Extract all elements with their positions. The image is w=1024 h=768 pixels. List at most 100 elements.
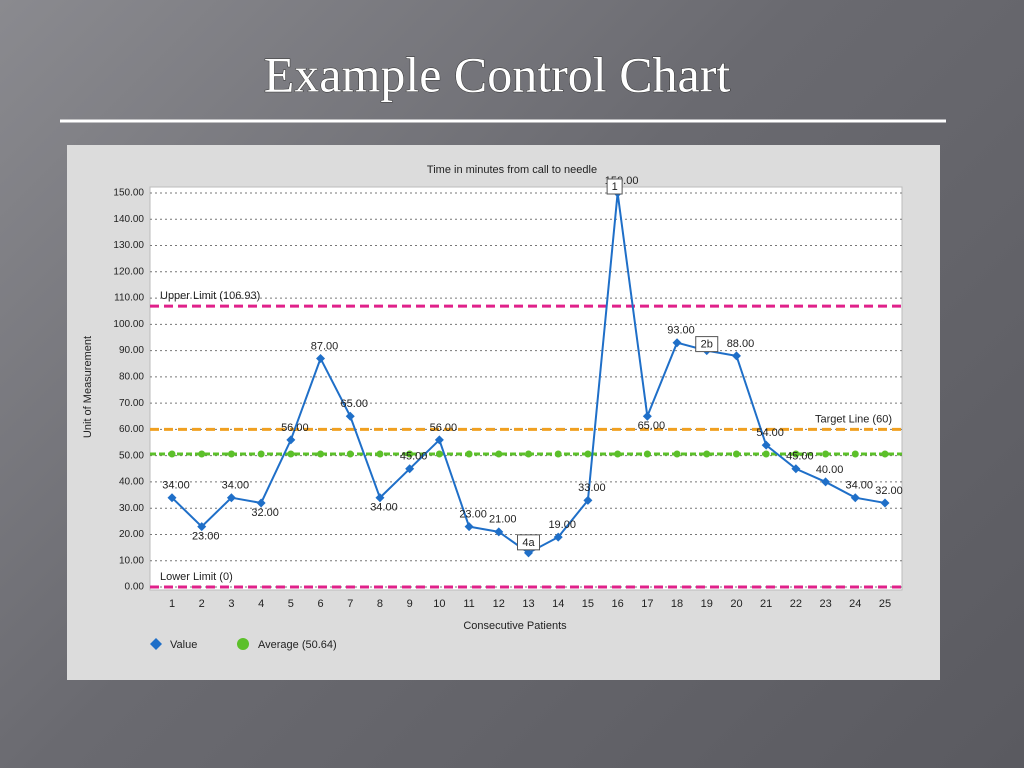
x-tick-label: 2 [199, 598, 205, 610]
average-dot [822, 450, 830, 458]
data-point [642, 411, 652, 421]
data-point [850, 493, 860, 503]
data-point [672, 338, 682, 348]
average-dot [643, 450, 651, 458]
average-dot [792, 450, 800, 458]
y-tick-label: 110.00 [114, 293, 144, 304]
x-tick-label: 3 [228, 598, 234, 610]
x-tick-label: 6 [317, 598, 323, 610]
data-point [256, 498, 266, 508]
data-point [197, 522, 207, 532]
y-tick-label: 10.00 [119, 555, 144, 566]
data-point [316, 353, 326, 363]
data-point [553, 532, 563, 542]
x-tick-label: 22 [790, 598, 802, 610]
average-dot [851, 450, 859, 458]
data-point [791, 464, 801, 474]
data-label: 65.00 [638, 420, 666, 432]
data-point [464, 522, 474, 532]
plot-area [149, 186, 903, 591]
legend-swatch [237, 638, 249, 650]
data-label: 34.00 [162, 480, 190, 492]
data-point [761, 440, 771, 450]
annotation-label: 1 [612, 181, 618, 193]
average-dot [762, 450, 770, 458]
data-point [583, 495, 593, 505]
x-tick-label: 18 [671, 598, 683, 610]
average-dot [881, 450, 889, 458]
data-label: 34.00 [846, 480, 874, 492]
data-label: 65.00 [340, 398, 368, 410]
data-label: 88.00 [727, 338, 755, 350]
data-point [434, 435, 444, 445]
x-tick-label: 14 [552, 598, 564, 610]
x-tick-label: 7 [347, 598, 353, 610]
reference-label: Lower Limit (0) [160, 571, 233, 583]
x-tick-label: 19 [701, 598, 713, 610]
x-tick-label: 1 [169, 598, 175, 610]
x-tick-label: 4 [258, 598, 264, 610]
average-dot [406, 450, 414, 458]
data-label: 32.00 [251, 507, 279, 519]
data-label: 40.00 [816, 464, 844, 476]
x-tick-label: 13 [522, 598, 534, 610]
average-dot [495, 450, 503, 458]
data-point [494, 527, 504, 537]
reference-label: Upper Limit (106.93) [160, 290, 260, 302]
y-tick-label: 100.00 [113, 319, 144, 330]
average-dot [346, 450, 354, 458]
average-dot [376, 450, 384, 458]
average-dot [554, 450, 562, 458]
x-tick-label: 17 [641, 598, 653, 610]
annotation-box [695, 336, 719, 353]
average-dot [435, 450, 443, 458]
x-tick-label: 10 [433, 598, 445, 610]
legend-label: Average (50.64) [258, 639, 337, 651]
data-label: 34.00 [370, 502, 398, 514]
data-point [405, 464, 415, 474]
average-dot [227, 450, 235, 458]
x-tick-label: 12 [493, 598, 505, 610]
annotation-label: 2b [701, 339, 713, 351]
legend-swatch [150, 638, 162, 650]
data-label: 21.00 [489, 514, 517, 526]
annotation-label: 4a [522, 537, 535, 549]
data-label: 56.00 [430, 422, 458, 434]
average-dot [465, 450, 473, 458]
legend-label: Value [170, 639, 197, 651]
data-point [524, 548, 533, 558]
x-axis-label: Consecutive Patients [463, 620, 567, 632]
data-point [226, 493, 236, 503]
x-tick-label: 5 [288, 598, 294, 610]
data-label: 19.00 [548, 519, 576, 531]
y-tick-label: 60.00 [119, 424, 144, 435]
x-tick-label: 11 [463, 598, 474, 610]
y-tick-label: 80.00 [119, 372, 144, 383]
average-dot [614, 450, 622, 458]
average-dot [525, 450, 532, 458]
data-label: 87.00 [311, 340, 339, 352]
x-tick-label: 15 [582, 598, 594, 610]
average-dot [257, 450, 265, 458]
x-tick-label: 20 [730, 598, 742, 610]
data-label: 93.00 [667, 325, 695, 337]
x-tick-label: 25 [879, 598, 891, 610]
y-tick-label: 30.00 [119, 503, 144, 514]
y-tick-label: 0.00 [125, 582, 145, 593]
x-tick-label: 9 [407, 598, 413, 610]
y-tick-label: 120.00 [113, 266, 144, 277]
data-label: 23.00 [459, 508, 487, 520]
data-label: 56.00 [281, 422, 309, 434]
data-label: 45.00 [786, 451, 814, 463]
data-point [821, 477, 831, 487]
slide-title: Example Control Chart [264, 46, 731, 102]
y-tick-label: 40.00 [119, 477, 144, 488]
data-label: 32.00 [875, 485, 903, 497]
average-dot [703, 450, 711, 458]
data-label: 33.00 [578, 482, 606, 494]
x-tick-label: 21 [760, 598, 772, 610]
average-dot [317, 450, 325, 458]
data-label: 34.00 [222, 480, 250, 492]
